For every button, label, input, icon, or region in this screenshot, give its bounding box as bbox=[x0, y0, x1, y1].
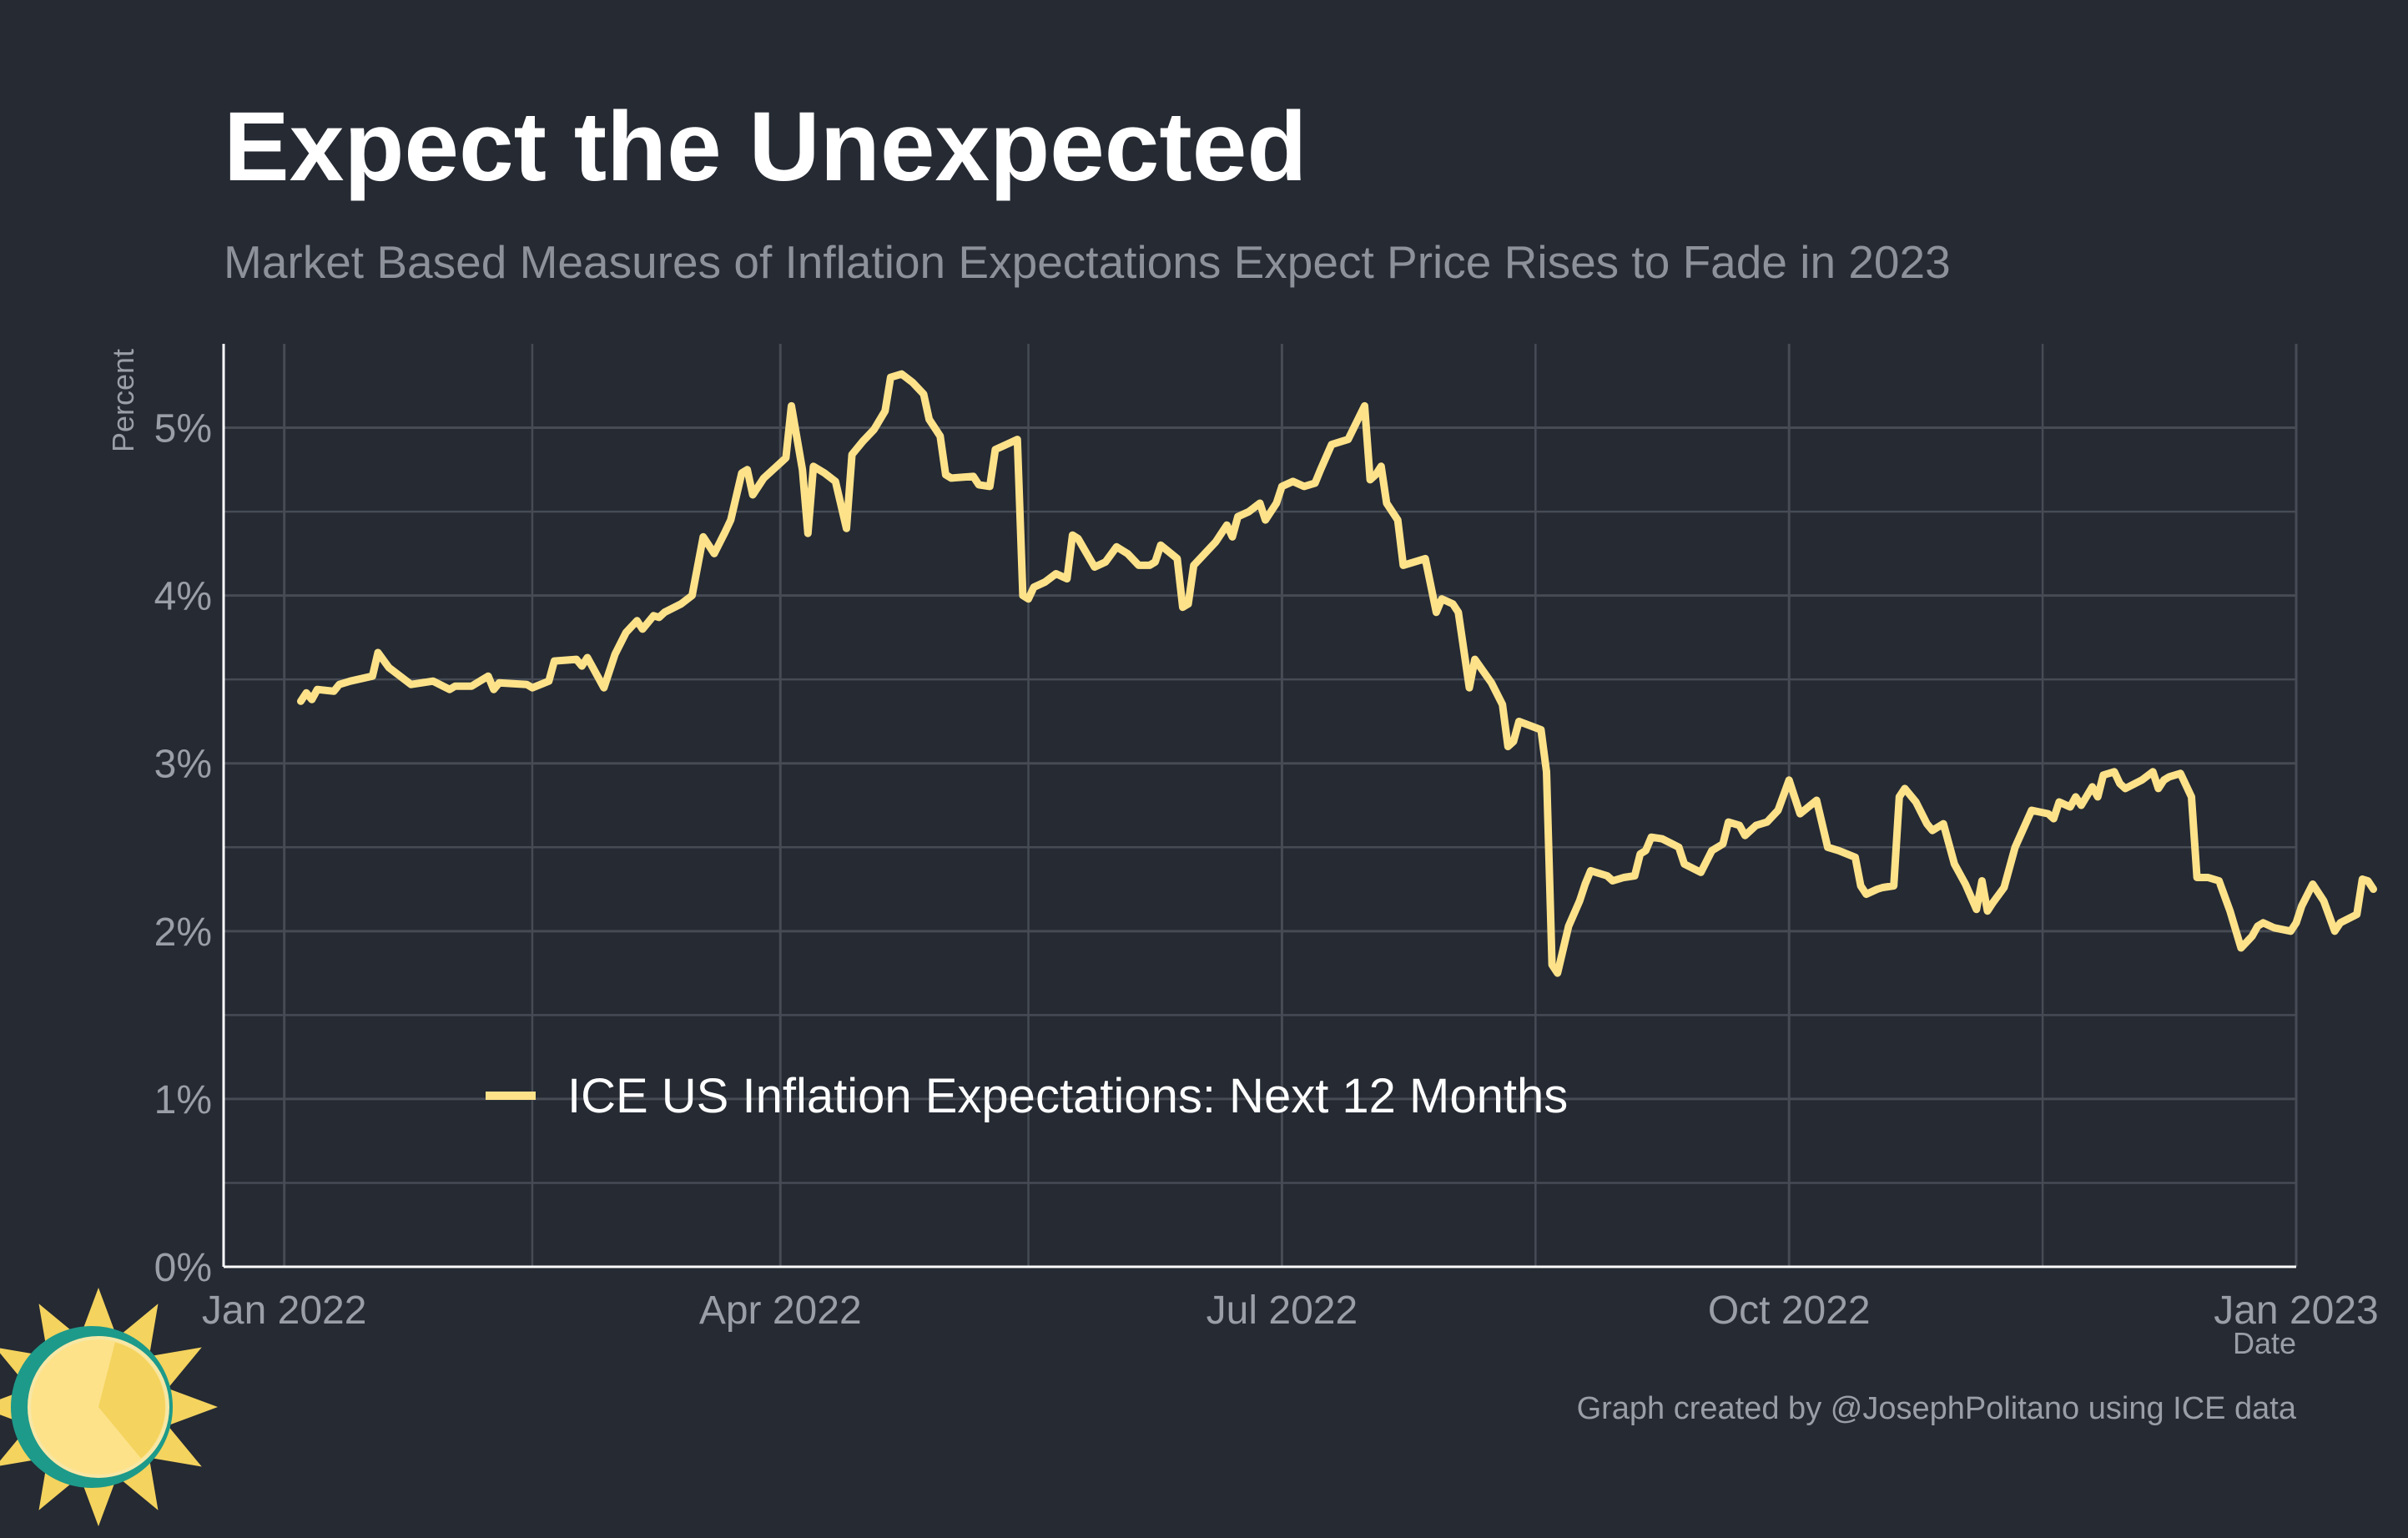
series-lines bbox=[297, 370, 2377, 977]
axes bbox=[222, 344, 2296, 1268]
y-tick-label: 3% bbox=[154, 743, 212, 787]
x-tick-label: Jan 2022 bbox=[202, 1288, 367, 1333]
y-tick-label: 1% bbox=[154, 1078, 212, 1122]
chart-title: Expect the Unexpected bbox=[224, 92, 1307, 202]
sun-wedge-icon bbox=[98, 1342, 165, 1459]
x-tick-label: Jul 2022 bbox=[1207, 1288, 1358, 1333]
legend: ICE US Inflation Expectations: Next 12 M… bbox=[486, 1069, 1568, 1123]
x-tick-label: Apr 2022 bbox=[699, 1288, 862, 1333]
chart-subtitle: Market Based Measures of Inflation Expec… bbox=[224, 236, 1951, 288]
sun-logo-icon bbox=[0, 1288, 218, 1526]
x-axis-label: Date bbox=[2233, 1326, 2296, 1360]
y-tick-label: 5% bbox=[154, 407, 212, 451]
x-tick-label: Jan 2023 bbox=[2214, 1288, 2379, 1333]
legend-label: ICE US Inflation Expectations: Next 12 M… bbox=[567, 1069, 1568, 1123]
grid-lines bbox=[224, 344, 2298, 1268]
y-axis-tick-labels: 0% 1% 2% 3% 4% 5% bbox=[154, 407, 212, 1290]
source-caption: Graph created by @JosephPolitano using I… bbox=[1577, 1391, 2297, 1426]
x-axis-tick-labels: Jan 2022 Apr 2022 Jul 2022 Oct 2022 Jan 2023 bbox=[202, 1288, 2379, 1333]
y-tick-label: 4% bbox=[154, 575, 212, 619]
x-tick-label: Oct 2022 bbox=[1708, 1288, 1871, 1333]
y-axis-label: Percent bbox=[106, 349, 140, 452]
series-line bbox=[297, 370, 2377, 977]
y-tick-label: 2% bbox=[154, 910, 212, 955]
y-tick-label: 0% bbox=[154, 1246, 212, 1290]
